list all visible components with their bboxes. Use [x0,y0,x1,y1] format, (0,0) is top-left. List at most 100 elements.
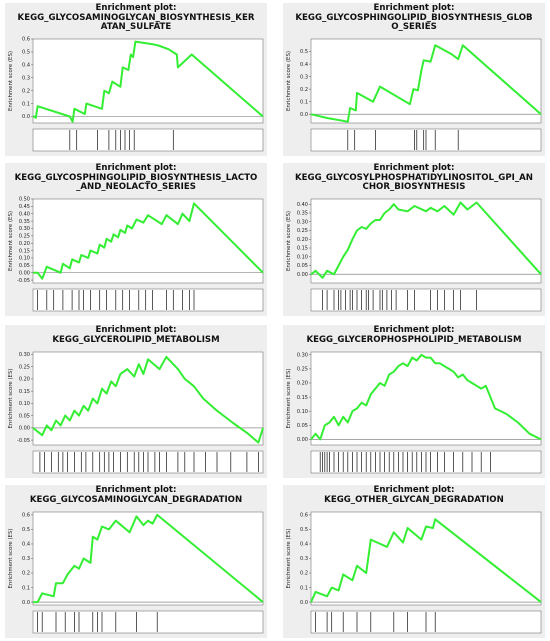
plot-area [310,38,542,124]
panel-title: Enrichment plot: KEGG_GLYCOSPHINGOLIPID_… [283,3,545,33]
y-tick-label: 0.5 [300,527,308,533]
y-tick-label: 0.10 [297,409,308,415]
es-plot: 0.0 0.1 0.2 0.3 0.4 0.5 0.6 Enrichment score (E… [8,511,264,634]
enrichment-panel-1: Enrichment plot: KEGG_GLYCOSPHINGOLIPID_… [283,3,545,156]
title-line-1: Enrichment plot: [373,485,455,495]
es-plot: 0.0 0.1 0.2 0.3 0.4 0.5 0.6 Enrichment score (E… [286,511,542,634]
es-plot: 0.0 0.1 0.2 0.3 0.4 0.5 0.6 Enrichment score (E… [8,37,264,152]
y-tick-label: 0.30 [297,353,308,359]
y-tick-label: 0.25 [297,228,308,234]
y-tick-label: 0.20 [19,241,30,247]
title-line-2: KEGG_GLYCOSPHINGOLIPID_BIOSYNTHESIS_GLOB [295,12,533,23]
y-tick-label: 0.25 [19,234,30,240]
y-tick-label: -0.05 [17,438,30,444]
y-tick-label: 0.10 [19,401,30,407]
y-tick-label: 0.3 [300,74,308,80]
es-curve [310,44,542,123]
y-tick-label: 0.10 [19,256,30,262]
y-tick-label: 0.00 [19,270,30,276]
title-line-1: Enrichment plot: [373,3,455,13]
y-tick-label: 0.1 [22,585,30,591]
y-axis-label: Enrichment score (ES) [8,529,14,589]
y-tick-label: 0.30 [19,352,30,358]
hit-strip [32,128,264,152]
y-tick-label: 0.20 [297,381,308,387]
panel-title: Enrichment plot: KEGG_GLYCOSAMINOGLYCAN_… [5,485,267,505]
y-tick-label: 0.2 [22,571,30,577]
enrichment-panel-2: Enrichment plot: KEGG_GLYCOSPHINGOLIPID_… [5,163,267,316]
y-tick-label: 0.5 [22,527,30,533]
es-curve [33,513,264,604]
y-tick-label: 0.05 [297,263,308,269]
y-tick-label: 0.5 [300,49,308,55]
enrichment-panel-0: Enrichment plot: KEGG_GLYCOSAMINOGLYCAN_… [5,3,267,156]
y-tick-label: 0.1 [22,101,30,107]
enrichment-panel-5: Enrichment plot: KEGG_GLYCEROPHOSPHOLIPI… [283,325,545,478]
panel-title: Enrichment plot: KEGG_OTHER_GLYCAN_DEGRA… [283,485,545,505]
y-tick-label: 0.00 [297,272,308,278]
y-tick-label: 0.3 [300,556,308,562]
title-line-1: Enrichment plot: [95,163,177,173]
hit-strip [32,610,264,634]
y-tick-label: 0.25 [297,367,308,373]
y-tick-label: 0.20 [19,377,30,383]
y-tick-label: 0.00 [19,426,30,432]
title-line-1: Enrichment plot: [95,325,177,335]
y-tick-label: 0.1 [300,99,308,105]
y-tick-label: 0.15 [297,246,308,252]
y-tick-label: 0.05 [19,263,30,269]
es-plot: 0.00 0.05 0.10 0.15 0.20 0.25 0.30 Enrichment s… [286,351,542,474]
y-tick-label: 0.0 [22,600,30,606]
title-line-2: KEGG_GLYCEROLIPID_METABOLISM [52,334,220,345]
enrichment-panel-3: Enrichment plot: KEGG_GLYCOSYLPHOSPHATID… [283,163,545,316]
panel-title: Enrichment plot: KEGG_GLYCOSYLPHOSPHATID… [283,163,545,193]
y-tick-label: 0.30 [297,219,308,225]
title-line-2: KEGG_OTHER_GLYCAN_DEGRADATION [324,494,504,505]
title-line-1: Enrichment plot: [373,163,455,173]
y-tick-label: 0.05 [297,423,308,429]
plot-area [32,38,264,124]
y-tick-label: 0.6 [300,513,308,519]
y-tick-label: 0.3 [22,75,30,81]
title-line-3: ATAN_SULFATE [100,22,172,33]
plot-area [32,198,264,284]
y-tick-label: 0.30 [19,226,30,232]
es-curve [33,202,264,280]
y-tick-label: 0.4 [22,63,30,69]
title-line-2: KEGG_GLYCOSAMINOGLYCAN_BIOSYNTHESIS_KER [17,12,255,23]
y-axis-label: Enrichment score (ES) [286,529,292,589]
title-line-1: Enrichment plot: [373,325,455,335]
es-curve [310,353,542,441]
y-tick-label: 0.4 [300,62,308,68]
title-line-3: CHOR_BIOSYNTHESIS [362,182,466,193]
y-axis-label: Enrichment score (ES) [8,211,14,271]
es-curve [310,518,542,603]
y-tick-label: 0.15 [19,389,30,395]
es-plot: -0.05 0.00 0.05 0.10 0.15 0.20 0.25 0.30 Enrichm… [8,351,264,474]
y-axis-label: Enrichment score (ES) [8,51,14,111]
y-tick-label: 0.40 [297,202,308,208]
plot-area [32,351,264,446]
y-tick-label: 0.6 [22,513,30,519]
es-curve [32,355,264,444]
y-tick-label: 0.35 [19,219,30,225]
es-curve [310,201,542,279]
title-line-3: O_SERIES [391,22,437,33]
y-tick-label: 0.40 [19,211,30,217]
y-tick-label: 0.2 [22,88,30,94]
y-tick-label: -0.05 [17,278,30,284]
panel-title: Enrichment plot: KEGG_GLYCEROLIPID_METAB… [5,325,267,345]
y-tick-label: 0.2 [300,571,308,577]
title-line-1: Enrichment plot: [95,485,177,495]
hit-strip [32,288,264,312]
es-plot: 0.00 0.05 0.10 0.15 0.20 0.25 0.30 0.35 0.40 Enri… [286,198,542,312]
y-tick-label: 0.2 [300,87,308,93]
y-tick-label: 0.35 [297,211,308,217]
y-axis-label: Enrichment score (ES) [286,211,292,271]
title-line-2: KEGG_GLYCEROPHOSPHOLIPID_METABOLISM [306,334,522,345]
y-tick-label: 0.4 [22,542,30,548]
es-plot: 0.0 0.1 0.2 0.3 0.4 0.5 Enrichment score (ES) [286,38,542,152]
panel-title: Enrichment plot: KEGG_GLYCOSPHINGOLIPID_… [5,163,267,193]
enrichment-panel-4: Enrichment plot: KEGG_GLYCEROLIPID_METAB… [5,325,267,478]
panel-title: Enrichment plot: KEGG_GLYCEROPHOSPHOLIPI… [283,325,545,345]
